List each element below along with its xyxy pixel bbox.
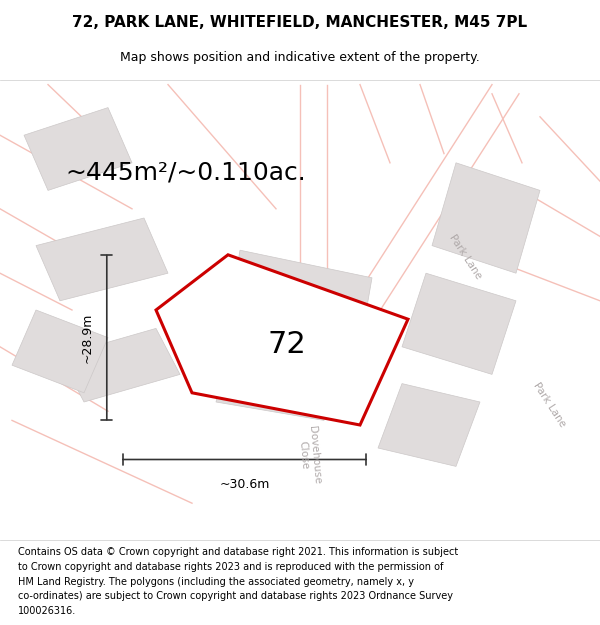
Polygon shape bbox=[36, 218, 168, 301]
Text: to Crown copyright and database rights 2023 and is reproduced with the permissio: to Crown copyright and database rights 2… bbox=[18, 562, 443, 572]
Text: Dovehouse
Close: Dovehouse Close bbox=[296, 425, 322, 485]
Text: 100026316.: 100026316. bbox=[18, 606, 76, 616]
Text: Map shows position and indicative extent of the property.: Map shows position and indicative extent… bbox=[120, 51, 480, 64]
Polygon shape bbox=[24, 107, 132, 191]
Text: Park Lane: Park Lane bbox=[447, 233, 483, 281]
Polygon shape bbox=[432, 162, 540, 273]
Text: 72: 72 bbox=[268, 331, 306, 359]
Polygon shape bbox=[402, 273, 516, 374]
Polygon shape bbox=[60, 328, 180, 402]
Text: ~445m²/~0.110ac.: ~445m²/~0.110ac. bbox=[65, 160, 307, 184]
Text: ~28.9m: ~28.9m bbox=[80, 312, 94, 362]
Text: ~30.6m: ~30.6m bbox=[220, 478, 269, 491]
Polygon shape bbox=[216, 347, 336, 421]
Text: co-ordinates) are subject to Crown copyright and database rights 2023 Ordnance S: co-ordinates) are subject to Crown copyr… bbox=[18, 591, 453, 601]
Polygon shape bbox=[228, 250, 372, 347]
Text: 72, PARK LANE, WHITEFIELD, MANCHESTER, M45 7PL: 72, PARK LANE, WHITEFIELD, MANCHESTER, M… bbox=[73, 15, 527, 30]
Polygon shape bbox=[12, 310, 108, 392]
Polygon shape bbox=[378, 384, 480, 466]
Text: HM Land Registry. The polygons (including the associated geometry, namely x, y: HM Land Registry. The polygons (includin… bbox=[18, 576, 414, 586]
Text: Contains OS data © Crown copyright and database right 2021. This information is : Contains OS data © Crown copyright and d… bbox=[18, 547, 458, 557]
Text: Park Lane: Park Lane bbox=[531, 380, 567, 428]
Polygon shape bbox=[156, 255, 408, 425]
